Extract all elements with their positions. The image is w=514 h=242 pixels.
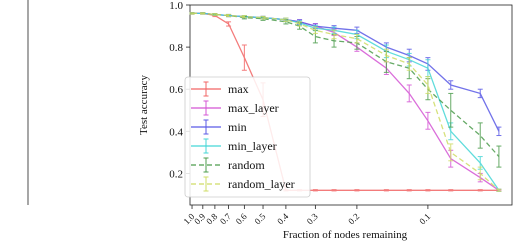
x-tick-label: 0.2 bbox=[346, 211, 361, 226]
x-axis-label: Fraction of nodes remaining bbox=[283, 229, 408, 241]
y-tick-label: 0.4 bbox=[169, 126, 183, 138]
error-bar bbox=[260, 15, 266, 20]
y-tick-label: 0.6 bbox=[169, 84, 183, 96]
legend-label: min bbox=[228, 120, 247, 134]
error-bar bbox=[406, 84, 412, 103]
error-bar bbox=[200, 12, 206, 15]
legend-label: random bbox=[228, 158, 265, 172]
y-tick-label: 1.0 bbox=[169, 0, 183, 12]
error-bar bbox=[448, 80, 454, 90]
error-bar bbox=[496, 188, 502, 192]
x-tick-label: 0.7 bbox=[218, 211, 233, 226]
error-bar bbox=[477, 166, 483, 181]
series bbox=[189, 12, 502, 192]
error-bar bbox=[496, 126, 502, 137]
x-tick-label: 0.1 bbox=[417, 211, 432, 226]
error-bar bbox=[448, 143, 454, 162]
series-line bbox=[192, 12, 500, 191]
error-bar bbox=[354, 189, 360, 192]
error-bar bbox=[425, 111, 431, 130]
error-bar bbox=[425, 189, 431, 192]
legend-label: max bbox=[228, 82, 249, 96]
error-bar bbox=[331, 189, 337, 192]
error-bar bbox=[297, 21, 303, 27]
error-bar bbox=[406, 57, 412, 71]
legend-box bbox=[184, 76, 311, 198]
y-tick-label: 0.2 bbox=[169, 168, 183, 180]
error-bar bbox=[383, 189, 389, 192]
error-bar bbox=[448, 92, 454, 128]
y-axis-label: Test accuracy bbox=[138, 75, 150, 135]
error-bar bbox=[283, 17, 289, 22]
x-tick-label: 0.4 bbox=[275, 211, 290, 226]
error-bar bbox=[241, 15, 247, 19]
error-bar bbox=[212, 13, 218, 16]
legend-label: max_layer bbox=[228, 101, 279, 115]
x-tick-label: 0.5 bbox=[252, 211, 267, 226]
error-bar bbox=[312, 26, 318, 34]
y-tick-label: 0.8 bbox=[169, 42, 183, 54]
x-tick-label: 0.6 bbox=[234, 211, 249, 226]
error-bar bbox=[477, 122, 483, 149]
legend-label: min_layer bbox=[228, 139, 277, 153]
error-bar bbox=[189, 12, 195, 15]
error-bar bbox=[312, 189, 318, 192]
error-bar bbox=[425, 76, 431, 94]
error-bar bbox=[477, 189, 483, 192]
error-bar bbox=[241, 44, 247, 71]
error-bar bbox=[354, 33, 360, 44]
error-bar bbox=[331, 29, 337, 40]
error-bar bbox=[383, 48, 389, 63]
legend-label: random_layer bbox=[228, 177, 295, 191]
error-bar bbox=[496, 145, 502, 168]
error-bar bbox=[226, 21, 232, 27]
error-bar bbox=[477, 88, 483, 99]
error-bar bbox=[226, 13, 232, 18]
error-bar bbox=[448, 189, 454, 192]
x-tick-label: 0.3 bbox=[305, 211, 320, 226]
error-bar bbox=[406, 189, 412, 192]
